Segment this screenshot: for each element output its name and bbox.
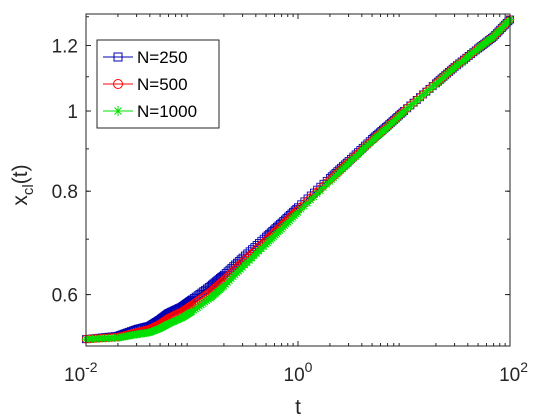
y-tick-label: 0.6 — [52, 286, 78, 307]
y-tick-label: 1.2 — [52, 37, 78, 58]
data-point — [319, 183, 328, 192]
data-point — [294, 208, 302, 217]
data-point — [297, 205, 306, 214]
x-axis-label: t — [295, 396, 301, 419]
x-tick-label-base: 10 — [499, 365, 520, 386]
x-tick-label-exponent: 2 — [520, 359, 528, 375]
y-axis-label: xcl(t) — [9, 164, 37, 205]
x-tick-label: 102 — [499, 359, 528, 386]
legend-label-n250: N=250 — [137, 48, 188, 67]
legend-marker-asterisk — [113, 106, 123, 116]
series-n-1000 — [82, 15, 514, 344]
series-layer — [81, 15, 515, 344]
legend-entry-n500: N=500 — [103, 75, 188, 94]
data-point — [303, 199, 312, 208]
data-point — [300, 202, 309, 211]
legend-entry-n250: N=250 — [103, 48, 188, 67]
x-tick-label: 10-2 — [64, 359, 98, 386]
legend-entry-n1000: N=1000 — [103, 102, 197, 121]
x-tick-label-base: 10 — [64, 365, 85, 386]
data-point — [322, 180, 331, 189]
x-tick-label: 100 — [284, 359, 313, 386]
x-tick-label-base: 10 — [284, 365, 305, 386]
legend-label-n500: N=500 — [137, 75, 188, 94]
y-axis-label-tail: (t) — [9, 164, 32, 184]
legend-marker-square — [113, 52, 123, 62]
y-axis-label-main: x — [9, 195, 32, 206]
y-tick-label: 1 — [67, 102, 78, 123]
x-tick-label-exponent: -2 — [85, 359, 98, 375]
legend-label-n1000: N=1000 — [137, 102, 197, 121]
data-point — [316, 186, 325, 195]
legend: N=250 N=500 N=1000 — [96, 39, 220, 129]
x-tick-label-exponent: 0 — [305, 359, 313, 375]
data-point — [313, 189, 322, 198]
data-point — [306, 196, 315, 205]
legend-marker-circle — [113, 79, 123, 89]
y-axis-label-sub: cl — [20, 184, 37, 195]
data-point — [309, 192, 318, 201]
y-tick-label: 0.8 — [52, 182, 78, 203]
